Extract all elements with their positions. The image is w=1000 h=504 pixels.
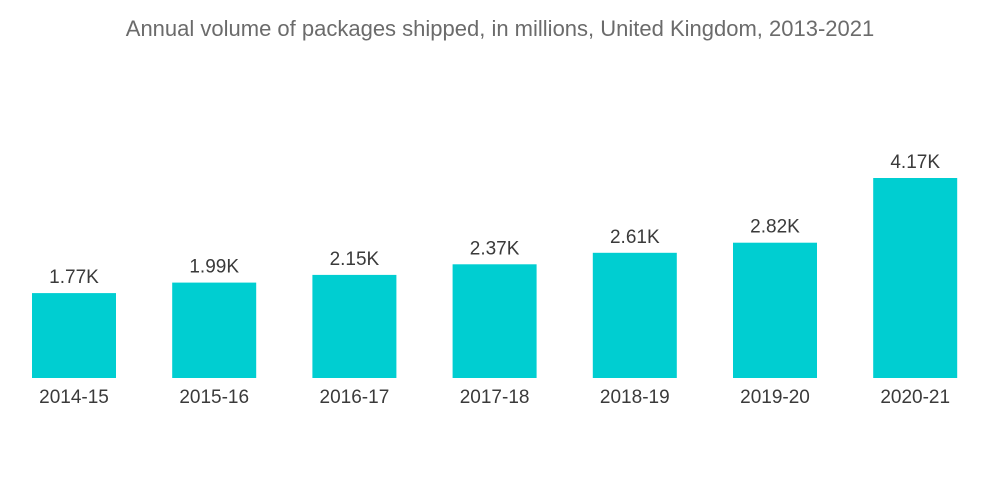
chart-title: Annual volume of packages shipped, in mi… xyxy=(125,16,875,41)
bar-2014-15 xyxy=(32,293,116,378)
bar-2016-17 xyxy=(312,274,397,378)
bar-2018-19 xyxy=(592,252,677,378)
data-label-2018-19: 2.61K xyxy=(610,227,660,248)
bar-2015-16 xyxy=(172,282,257,378)
bar-2020-21 xyxy=(873,178,958,378)
bar-2019-20 xyxy=(733,242,817,378)
x-tick-label-2014-15: 2014-15 xyxy=(39,387,109,408)
data-label-2015-16: 1.99K xyxy=(189,257,239,278)
x-tick-label-2016-17: 2016-17 xyxy=(320,387,390,408)
data-label-2016-17: 2.15K xyxy=(330,249,380,270)
data-label-2017-18: 2.37K xyxy=(470,238,520,259)
x-tick-label-2020-21: 2020-21 xyxy=(880,387,950,408)
bar-2017-18 xyxy=(452,264,537,378)
x-tick-label-2015-16: 2015-16 xyxy=(179,387,249,408)
x-tick-label-2019-20: 2019-20 xyxy=(740,387,810,408)
data-label-2014-15: 1.77K xyxy=(49,267,99,288)
data-label-2020-21: 4.17K xyxy=(890,152,940,173)
data-label-2019-20: 2.82K xyxy=(750,217,800,238)
x-tick-label-2017-18: 2017-18 xyxy=(460,387,530,408)
x-tick-label-2018-19: 2018-19 xyxy=(600,387,670,408)
